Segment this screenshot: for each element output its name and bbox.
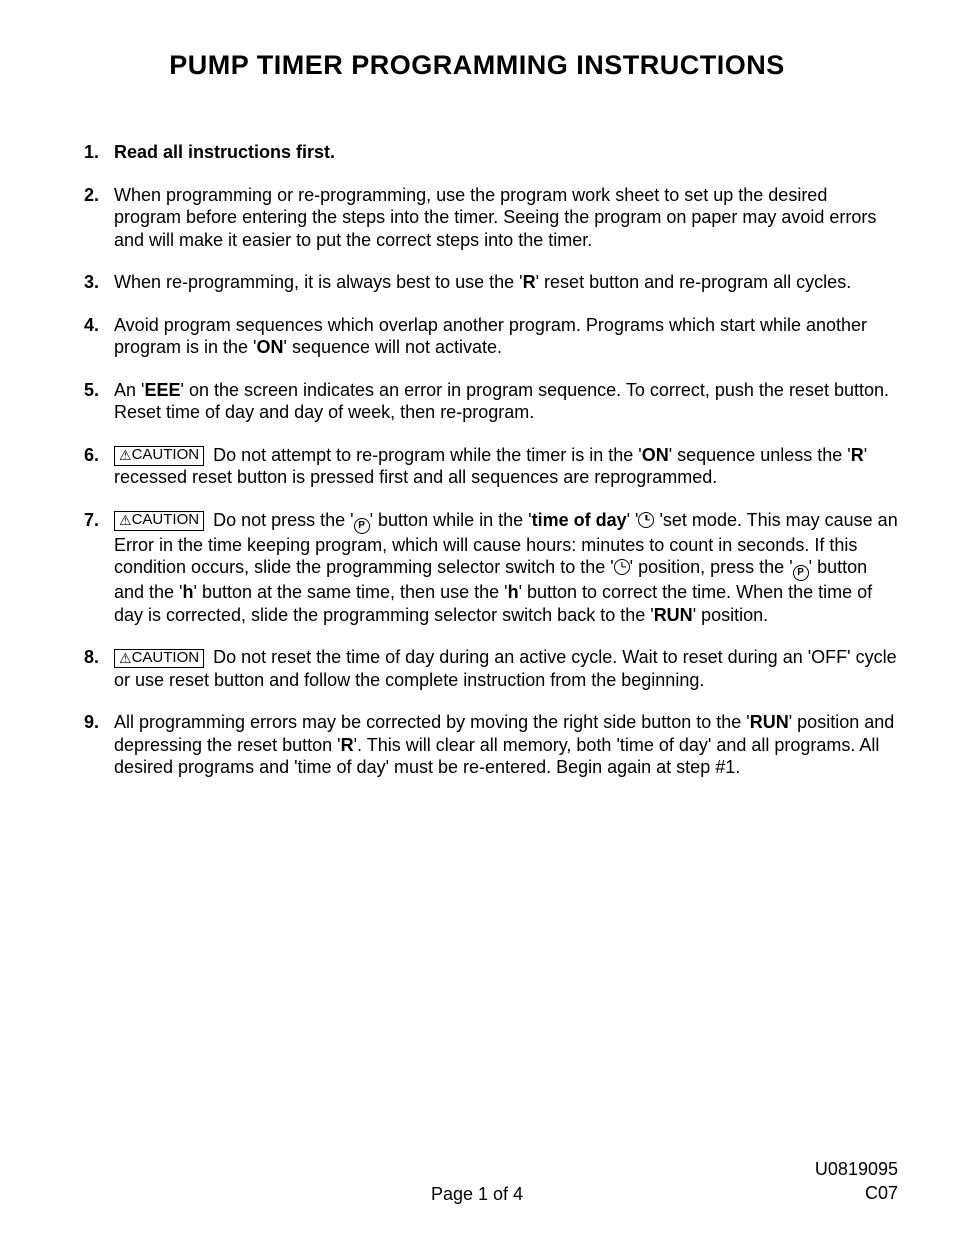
caution-box: ⚠CAUTION xyxy=(114,511,204,531)
caution-label: CAUTION xyxy=(132,511,200,528)
item-body: ⚠CAUTION Do not reset the time of day du… xyxy=(114,646,898,691)
instruction-item-9: 9. All programming errors may be correct… xyxy=(84,711,898,779)
item-number: 5. xyxy=(84,379,114,424)
item-number: 9. xyxy=(84,711,114,779)
caution-box: ⚠CAUTION xyxy=(114,446,204,466)
text-i: ' position. xyxy=(693,605,768,625)
item-body: When re-programming, it is always best t… xyxy=(114,271,898,294)
p-circle-icon: P xyxy=(354,518,370,534)
warning-triangle-icon: ⚠ xyxy=(119,448,132,463)
footer-code-bottom: C07 xyxy=(815,1182,898,1205)
text-pre: An ' xyxy=(114,380,144,400)
text-bold: EEE xyxy=(144,380,180,400)
item-number: 6. xyxy=(84,444,114,489)
text-mid: ' sequence unless the ' xyxy=(669,445,851,465)
text-e: ' position, press the ' xyxy=(630,557,793,577)
text-bold: R xyxy=(523,272,536,292)
document-page: PUMP TIMER PROGRAMMING INSTRUCTIONS 1. R… xyxy=(0,0,954,1235)
clock-icon xyxy=(614,559,630,575)
p-circle-icon: P xyxy=(793,565,809,581)
item-number: 2. xyxy=(84,184,114,252)
text-bold-h1: h xyxy=(183,582,194,602)
text-bold-run: RUN xyxy=(750,712,789,732)
warning-triangle-icon: ⚠ xyxy=(119,651,132,666)
clock-icon xyxy=(638,512,654,528)
instruction-item-2: 2. When programming or re-programming, u… xyxy=(84,184,898,252)
page-title: PUMP TIMER PROGRAMMING INSTRUCTIONS xyxy=(56,50,898,81)
warning-triangle-icon: ⚠ xyxy=(119,513,132,528)
item-number: 4. xyxy=(84,314,114,359)
item-body: An 'EEE' on the screen indicates an erro… xyxy=(114,379,898,424)
text-a: All programming errors may be corrected … xyxy=(114,712,750,732)
text-bold-h2: h xyxy=(508,582,519,602)
text-bold: ON xyxy=(257,337,284,357)
item-text: Read all instructions first. xyxy=(114,142,335,162)
text-post: ' reset button and re-program all cycles… xyxy=(536,272,852,292)
caution-box: ⚠CAUTION xyxy=(114,649,204,669)
item-number: 8. xyxy=(84,646,114,691)
text-post: ' sequence will not activate. xyxy=(284,337,503,357)
caution-label: CAUTION xyxy=(132,649,200,666)
text-bold-tod: time of day xyxy=(532,510,627,530)
item-number: 3. xyxy=(84,271,114,294)
text-pre: Do not attempt to re-program while the t… xyxy=(213,445,642,465)
item-text: Do not reset the time of day during an a… xyxy=(114,647,897,690)
text-a: Do not press the ' xyxy=(213,510,354,530)
instruction-item-8: 8. ⚠CAUTION Do not reset the time of day… xyxy=(84,646,898,691)
text-c: ' ' xyxy=(627,510,639,530)
item-body: When programming or re-programming, use … xyxy=(114,184,898,252)
instruction-item-1: 1. Read all instructions first. xyxy=(84,141,898,164)
instructions-list: 1. Read all instructions first. 2. When … xyxy=(56,141,898,779)
instruction-item-3: 3. When re-programming, it is always bes… xyxy=(84,271,898,294)
instruction-item-6: 6. ⚠CAUTION Do not attempt to re-program… xyxy=(84,444,898,489)
item-body: Avoid program sequences which overlap an… xyxy=(114,314,898,359)
text-g: ' button at the same time, then use the … xyxy=(194,582,508,602)
footer-code-top: U0819095 xyxy=(815,1158,898,1181)
text-b: ' button while in the ' xyxy=(370,510,532,530)
item-body: ⚠CAUTION Do not attempt to re-program wh… xyxy=(114,444,898,489)
caution-label: CAUTION xyxy=(132,446,200,463)
footer-page-number: Page 1 of 4 xyxy=(0,1184,954,1205)
instruction-item-4: 4. Avoid program sequences which overlap… xyxy=(84,314,898,359)
item-body: ⚠CAUTION Do not press the 'P' button whi… xyxy=(114,509,898,627)
instruction-item-7: 7. ⚠CAUTION Do not press the 'P' button … xyxy=(84,509,898,627)
text-bold-run: RUN xyxy=(654,605,693,625)
instruction-item-5: 5. An 'EEE' on the screen indicates an e… xyxy=(84,379,898,424)
item-body: Read all instructions first. xyxy=(114,141,898,164)
item-number: 7. xyxy=(84,509,114,627)
page-footer: Page 1 of 4 U0819095 C07 xyxy=(0,1184,954,1205)
text-bold: R xyxy=(851,445,864,465)
text-pre: When re-programming, it is always best t… xyxy=(114,272,523,292)
text-bold: ON xyxy=(642,445,669,465)
text-post: ' on the screen indicates an error in pr… xyxy=(114,380,889,423)
item-body: All programming errors may be corrected … xyxy=(114,711,898,779)
text-bold-r: R xyxy=(341,735,354,755)
item-number: 1. xyxy=(84,141,114,164)
footer-doc-code: U0819095 C07 xyxy=(815,1158,898,1205)
